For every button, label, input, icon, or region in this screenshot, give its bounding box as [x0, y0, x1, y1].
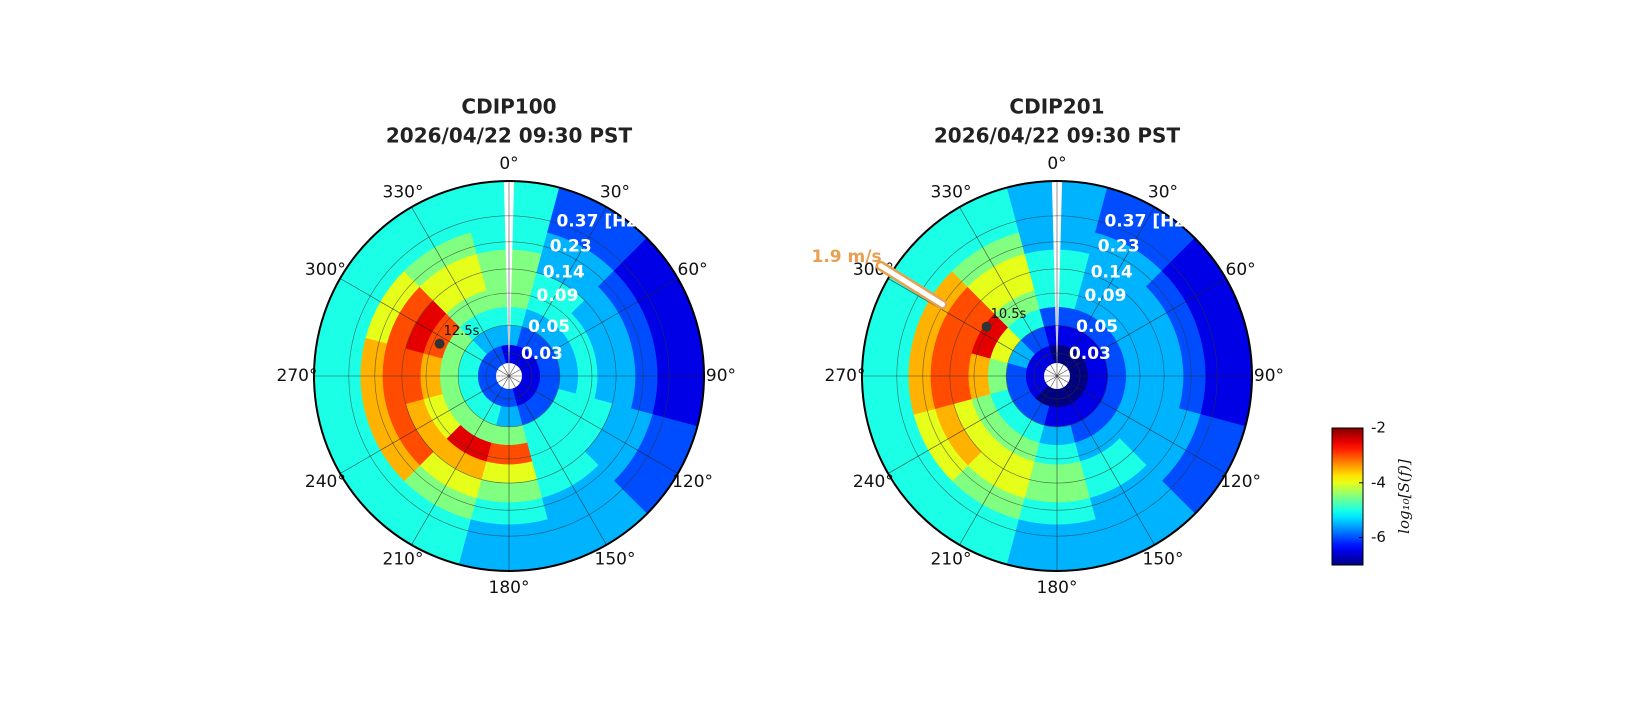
angle-grid [887, 375, 1058, 474]
radial-tick-label: 0.23 [1098, 236, 1140, 256]
angle-tick-label: 180° [1037, 578, 1078, 598]
angle-tick-label: 270° [277, 366, 318, 386]
colorbar-tick-label: -6 [1371, 528, 1386, 546]
angle-grid [1056, 206, 1155, 377]
colorbar [1331, 427, 1364, 566]
radial-tick-label: 0.14 [543, 263, 585, 283]
colorbar-label: log₁₀[S(f)] [1395, 459, 1413, 534]
angle-grid [411, 206, 510, 377]
radial-tick-label: 0.03 [521, 344, 563, 364]
angle-tick-label: 300° [305, 260, 346, 280]
angle-grid [959, 375, 1058, 546]
angle-grid [1056, 375, 1155, 546]
wind-label: 1.9 m/s [812, 247, 882, 267]
angle-grid [339, 375, 510, 474]
radial-tick-label: 0.09 [536, 286, 578, 306]
peak-marker [434, 338, 445, 349]
radial-tick-label: 0.03 [1069, 344, 1111, 364]
radial-tick-label: 0.23 [550, 236, 592, 256]
angle-tick-label: 120° [1220, 472, 1261, 492]
peak-label: 12.5s [444, 324, 480, 339]
angle-tick-label: 0° [1047, 154, 1066, 174]
peak-marker [981, 321, 992, 332]
radial-tick-label: 0.37 [Hz] [1104, 211, 1192, 231]
angle-tick-label: 330° [383, 182, 424, 202]
colorbar-tick-label: -4 [1371, 473, 1386, 491]
angle-tick-label: 60° [1226, 260, 1256, 280]
angle-tick-label: 240° [305, 472, 346, 492]
chart-title: CDIP100 [461, 95, 556, 119]
angle-grid [508, 278, 679, 377]
angle-tick-label: 330° [931, 182, 972, 202]
polar-frame [313, 180, 705, 572]
angle-tick-label: 30° [600, 182, 630, 202]
angle-tick-label: 150° [595, 550, 636, 570]
angle-tick-label: 180° [489, 578, 530, 598]
colorbar-tick-label: -2 [1371, 419, 1386, 437]
angle-grid [508, 206, 607, 377]
angle-grid [508, 375, 679, 474]
angle-tick-label: 150° [1143, 550, 1184, 570]
radial-tick-label: 0.14 [1091, 263, 1133, 283]
wind-bar-inner [878, 263, 946, 307]
radial-tick-label: 0.05 [528, 317, 570, 337]
chart-subtitle: 2026/04/22 09:30 PST [934, 124, 1181, 148]
angle-tick-label: 270° [825, 366, 866, 386]
angle-grid [1056, 375, 1227, 474]
angle-tick-label: 90° [706, 366, 736, 386]
angle-tick-label: 60° [678, 260, 708, 280]
angle-tick-label: 210° [931, 550, 972, 570]
radial-tick-label: 0.09 [1084, 286, 1126, 306]
chart-subtitle: 2026/04/22 09:30 PST [386, 124, 633, 148]
peak-label: 10.5s [991, 307, 1027, 322]
angle-tick-label: 90° [1254, 366, 1284, 386]
angle-grid [339, 278, 510, 377]
polar-frame [861, 180, 1253, 572]
angle-tick-label: 240° [853, 472, 894, 492]
angle-tick-label: 30° [1148, 182, 1178, 202]
chart-title: CDIP201 [1009, 95, 1104, 119]
radial-tick-label: 0.05 [1076, 317, 1118, 337]
angle-grid [411, 375, 510, 546]
angle-grid [1056, 278, 1227, 377]
angle-tick-label: 0° [499, 154, 518, 174]
angle-tick-label: 120° [672, 472, 713, 492]
radial-tick-label: 0.37 [Hz] [556, 211, 644, 231]
angle-grid [887, 278, 1058, 377]
angle-grid [508, 375, 607, 546]
angle-grid [959, 206, 1058, 377]
angle-tick-label: 210° [383, 550, 424, 570]
